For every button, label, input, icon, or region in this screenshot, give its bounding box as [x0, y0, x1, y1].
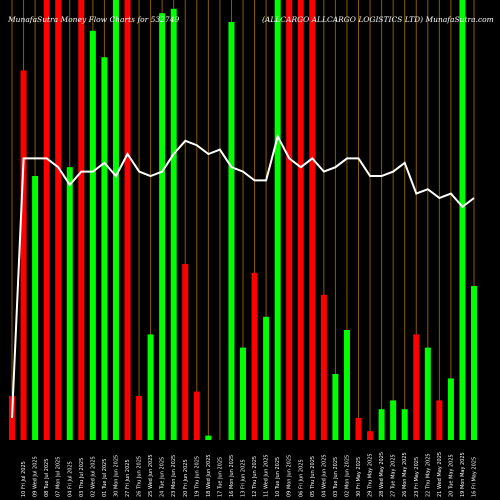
bar-green	[459, 0, 466, 440]
x-tick-label: 30 Mon Jun 2025	[113, 455, 119, 497]
x-tick-label: 29 Thu May 2025	[368, 453, 374, 497]
bar-green	[228, 22, 235, 440]
x-tick-label: 27 Fri Jun 2025	[125, 459, 131, 497]
bar-green	[66, 167, 73, 440]
x-tick-label: 09 Mon Jun 2025	[287, 455, 293, 497]
bar-red	[413, 334, 420, 440]
bar-red	[20, 70, 27, 441]
x-tick-label: 13 Fri Jun 2025	[241, 459, 247, 497]
x-tick-label: 05 Thu Jun 2025	[310, 456, 316, 497]
x-tick-label: 11 Wed Jun 2025	[264, 454, 270, 497]
bar-green	[378, 409, 385, 440]
x-tick-label: 02 Wed Jul 2025	[90, 456, 96, 497]
x-tick-label: 07 Mon Jul 2025	[56, 457, 62, 497]
bar-green	[471, 286, 477, 440]
x-tick-label: 26 Thu Jun 2025	[137, 456, 143, 497]
money-flow-line	[11, 133, 475, 419]
x-tick-label: 04 Wed Jun 2025	[321, 454, 327, 497]
bar-green	[89, 30, 96, 441]
bar-green	[332, 374, 339, 440]
bar-green	[159, 13, 166, 440]
bar-green	[447, 378, 454, 440]
x-tick-label: 25 Wed Jun 2025	[148, 454, 154, 497]
x-tick-label: 04 Fri Jul 2025	[67, 461, 73, 497]
x-tick-label: 18 Wed Jun 2025	[206, 454, 212, 497]
bar-green	[205, 435, 212, 440]
bar-green	[101, 57, 108, 440]
bar-red	[43, 0, 50, 440]
bar-red	[251, 272, 258, 440]
chart-title-left: MunafaSutra Money Flow Charts for 532749	[7, 15, 179, 24]
bar-green	[263, 316, 270, 440]
x-tick-label: 23 Mon Jun 2025	[171, 455, 177, 497]
x-tick-label: 27 Tue May 2025	[391, 454, 397, 497]
x-axis-labels: 10 Fri Jul 2025 09 Wed Jul 2025 08 Tue Jul…	[21, 452, 477, 497]
bar-green	[240, 347, 246, 440]
x-tick-label: 16 Fri May 2025	[472, 457, 478, 497]
x-tick-label: 03 Tue Jun 2025	[333, 457, 339, 497]
bar-green	[274, 0, 281, 440]
bar-red	[355, 418, 362, 440]
x-tick-label: 24 Tue Jun 2025	[160, 457, 166, 497]
x-tick-label: 03 Thu Jul 2025	[79, 458, 85, 497]
x-tick-label: 26 Mon May 2025	[402, 452, 408, 497]
bar-red	[320, 294, 327, 440]
bar-red	[136, 396, 143, 440]
bar-red	[436, 400, 443, 440]
bar-red	[286, 0, 293, 440]
x-tick-label: 10 Tue Jun 2025	[275, 457, 281, 497]
x-tick-label: 10 Fri Jul 2025	[21, 461, 27, 497]
x-tick-label: 30 Fri May 2025	[356, 457, 362, 497]
bar-green	[390, 400, 397, 440]
bar-red	[367, 431, 374, 440]
bar-red	[124, 0, 131, 440]
bar-red	[78, 0, 85, 440]
bar-red	[309, 0, 316, 440]
chart-title-right: (ALLCARGO ALLCARGO LOGISTICS LTD) Munafa…	[262, 15, 494, 24]
x-tick-label: 20 Tue May 2025	[448, 454, 454, 497]
bar-green	[401, 409, 408, 440]
bar-red	[55, 0, 62, 440]
bar-red	[297, 0, 304, 440]
x-tick-label: 08 Tue Jul 2025	[44, 459, 50, 497]
x-tick-label: 19 Thu Jun 2025	[194, 456, 200, 497]
x-tick-label: 12 Thu Jun 2025	[252, 456, 258, 497]
bar-series	[9, 0, 477, 441]
x-tick-label: 28 Wed May 2025	[379, 452, 385, 497]
x-tick-label: 16 Mon Jun 2025	[229, 455, 235, 497]
x-tick-label: 01 Tue Jul 2025	[102, 459, 108, 497]
bar-green	[170, 8, 177, 441]
x-tick-label: 23 Fri May 2025	[414, 457, 420, 497]
x-tick-label: 20 Fri Jun 2025	[183, 459, 189, 497]
bar-green	[147, 334, 154, 440]
x-tick-label: 22 Thu May 2025	[425, 453, 431, 497]
x-tick-label: 06 Fri Jun 2025	[298, 459, 304, 497]
bar-green	[343, 330, 350, 440]
x-tick-label: 17 Tue Jun 2025	[217, 457, 223, 497]
bar-green	[112, 0, 119, 440]
x-tick-label: 02 Mon Jun 2025	[344, 455, 350, 497]
bar-red	[193, 391, 200, 440]
x-tick-label: 21 Wed May 2025	[437, 452, 443, 497]
x-tick-label: 09 Wed Jul 2025	[33, 456, 39, 497]
bar-red	[182, 264, 189, 440]
bar-green	[424, 347, 431, 440]
x-tick-label: 19 Mon May 2025	[460, 452, 466, 497]
bar-green	[32, 176, 39, 440]
